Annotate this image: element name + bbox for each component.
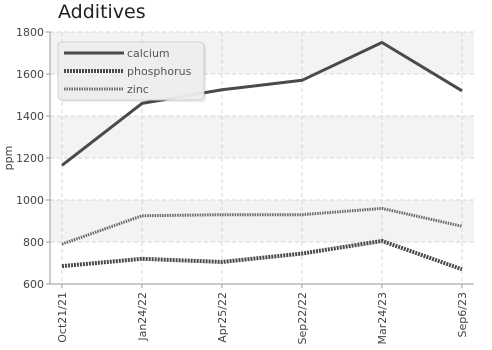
x-tick-label: Sep22/22 xyxy=(296,292,309,344)
series-line-zinc xyxy=(61,206,463,246)
legend: calcium phosphorus zinc xyxy=(57,41,206,102)
series-line-calcium xyxy=(61,41,463,167)
y-tick-label: 1200 xyxy=(16,152,44,165)
y-tick-label: 600 xyxy=(23,278,44,291)
legend-box xyxy=(57,41,205,101)
y-tick-label: 1800 xyxy=(16,26,44,39)
plot-band xyxy=(50,116,474,158)
y-tick-label: 1600 xyxy=(16,68,44,81)
y-axis-label: ppm xyxy=(2,146,15,171)
series-lines xyxy=(61,41,463,272)
axes: 600 800 1000 1200 1400 1600 1800 Oct21/21 Jan24/… xyxy=(16,26,474,344)
legend-label-phosphorus: phosphorus xyxy=(127,65,192,78)
y-tick-label: 1400 xyxy=(16,110,44,123)
plot-band xyxy=(50,200,474,242)
series-line-phosphorus xyxy=(61,238,463,272)
x-tick-label: Apr25/22 xyxy=(216,292,229,343)
chart-title: Additives xyxy=(58,1,146,23)
x-tick-label: Sep6/23 xyxy=(456,292,469,337)
y-tick-label: 1000 xyxy=(16,194,44,207)
legend-label-zinc: zinc xyxy=(127,83,149,96)
y-tick-label: 800 xyxy=(23,236,44,249)
x-tick-label: Oct21/21 xyxy=(56,292,69,343)
x-tick-label: Mar24/23 xyxy=(376,292,389,344)
x-tick-label: Jan24/22 xyxy=(136,292,149,342)
legend-label-calcium: calcium xyxy=(127,47,170,60)
